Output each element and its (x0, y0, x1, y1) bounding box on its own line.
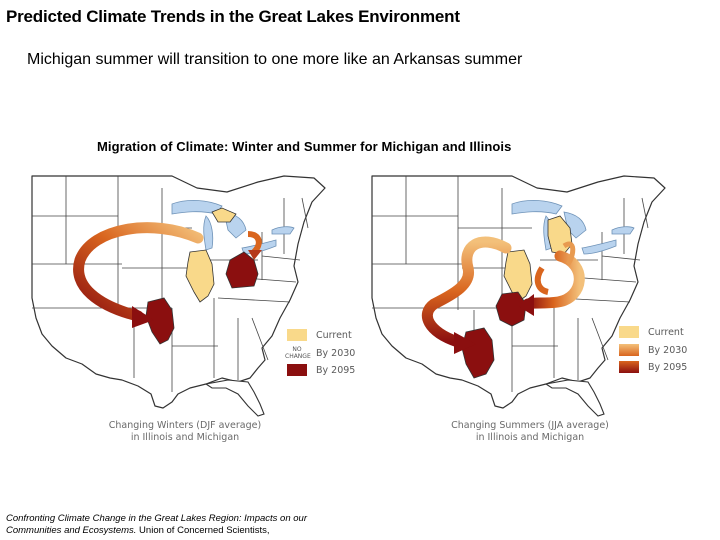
summer-migration-map (371, 175, 666, 417)
michigan-upper-current (211, 207, 237, 223)
arrow-head (132, 306, 154, 328)
winter-arrow-illinois (73, 222, 204, 322)
figure-title: Migration of Climate: Winter and Summer … (97, 139, 512, 154)
legend-swatch-current (619, 326, 639, 338)
legend-label: By 2030 (316, 347, 356, 359)
summer-caption: Changing Summers (JJA average) in Illino… (430, 420, 630, 444)
no-change-text-2: CHANGE (285, 353, 311, 360)
legend-row-2030: NO CHANGE By 2030 (285, 346, 356, 360)
legend-row-current: Current (619, 326, 684, 338)
winter-arrow-michigan (247, 231, 262, 255)
michigan-2095 (225, 251, 259, 289)
legend-swatch-2095 (287, 364, 307, 376)
source-org: Union of Concerned Scientists, (136, 525, 270, 536)
slide-title: Predicted Climate Trends in the Great La… (6, 7, 460, 26)
winter-caption: Changing Winters (DJF average) in Illino… (90, 420, 280, 444)
summer-arrow-michigan (522, 250, 585, 310)
legend-label: By 2030 (648, 344, 688, 356)
florida-shape (544, 379, 605, 417)
florida-shape (204, 379, 265, 417)
caption-line-1: Changing Winters (DJF average) (108, 420, 262, 431)
summer-arrow-illinois (421, 236, 512, 348)
legend-swatch-2030 (619, 344, 639, 356)
legend-label: Current (648, 326, 684, 338)
summer-arrow-upper (562, 241, 576, 266)
legend-row-2095: By 2095 (619, 361, 687, 373)
caption-line-1: Changing Summers (JJA average) (451, 420, 609, 431)
source-line-2: Communities and Ecosystems. (6, 525, 137, 536)
arrow-head (454, 332, 476, 354)
source-line-1: Confronting Climate Change in the Great … (6, 513, 307, 524)
illinois-2095 (461, 327, 495, 379)
arrow-head (518, 294, 534, 316)
michigan-2095 (495, 291, 527, 327)
arrow-head (248, 250, 262, 260)
caption-line-2: in Illinois and Michigan (475, 432, 585, 443)
legend-row-2095: By 2095 (287, 364, 355, 376)
summer-legend: Current By 2030 By 2095 (619, 326, 709, 376)
legend-label: Current (316, 329, 352, 341)
illinois-current (185, 249, 215, 303)
slide-subtitle: Michigan summer will transition to one m… (27, 51, 523, 68)
caption-line-2: in Illinois and Michigan (130, 432, 240, 443)
legend-row-2030: By 2030 (619, 344, 687, 356)
summer-arrow-michigan-loop (534, 266, 549, 295)
no-change-text-1: NO (292, 346, 302, 353)
winter-migration-map (31, 175, 326, 417)
legend-label: By 2095 (316, 364, 356, 376)
source-citation: Confronting Climate Change in the Great … (6, 513, 406, 537)
legend-swatch-current (287, 329, 307, 341)
legend-row-current: Current (287, 329, 352, 341)
winter-legend: Current NO CHANGE By 2030 By 2095 (285, 329, 367, 379)
legend-swatch-no-change: NO CHANGE (285, 346, 311, 360)
legend-swatch-2095 (619, 361, 639, 373)
legend-label: By 2095 (648, 361, 688, 373)
